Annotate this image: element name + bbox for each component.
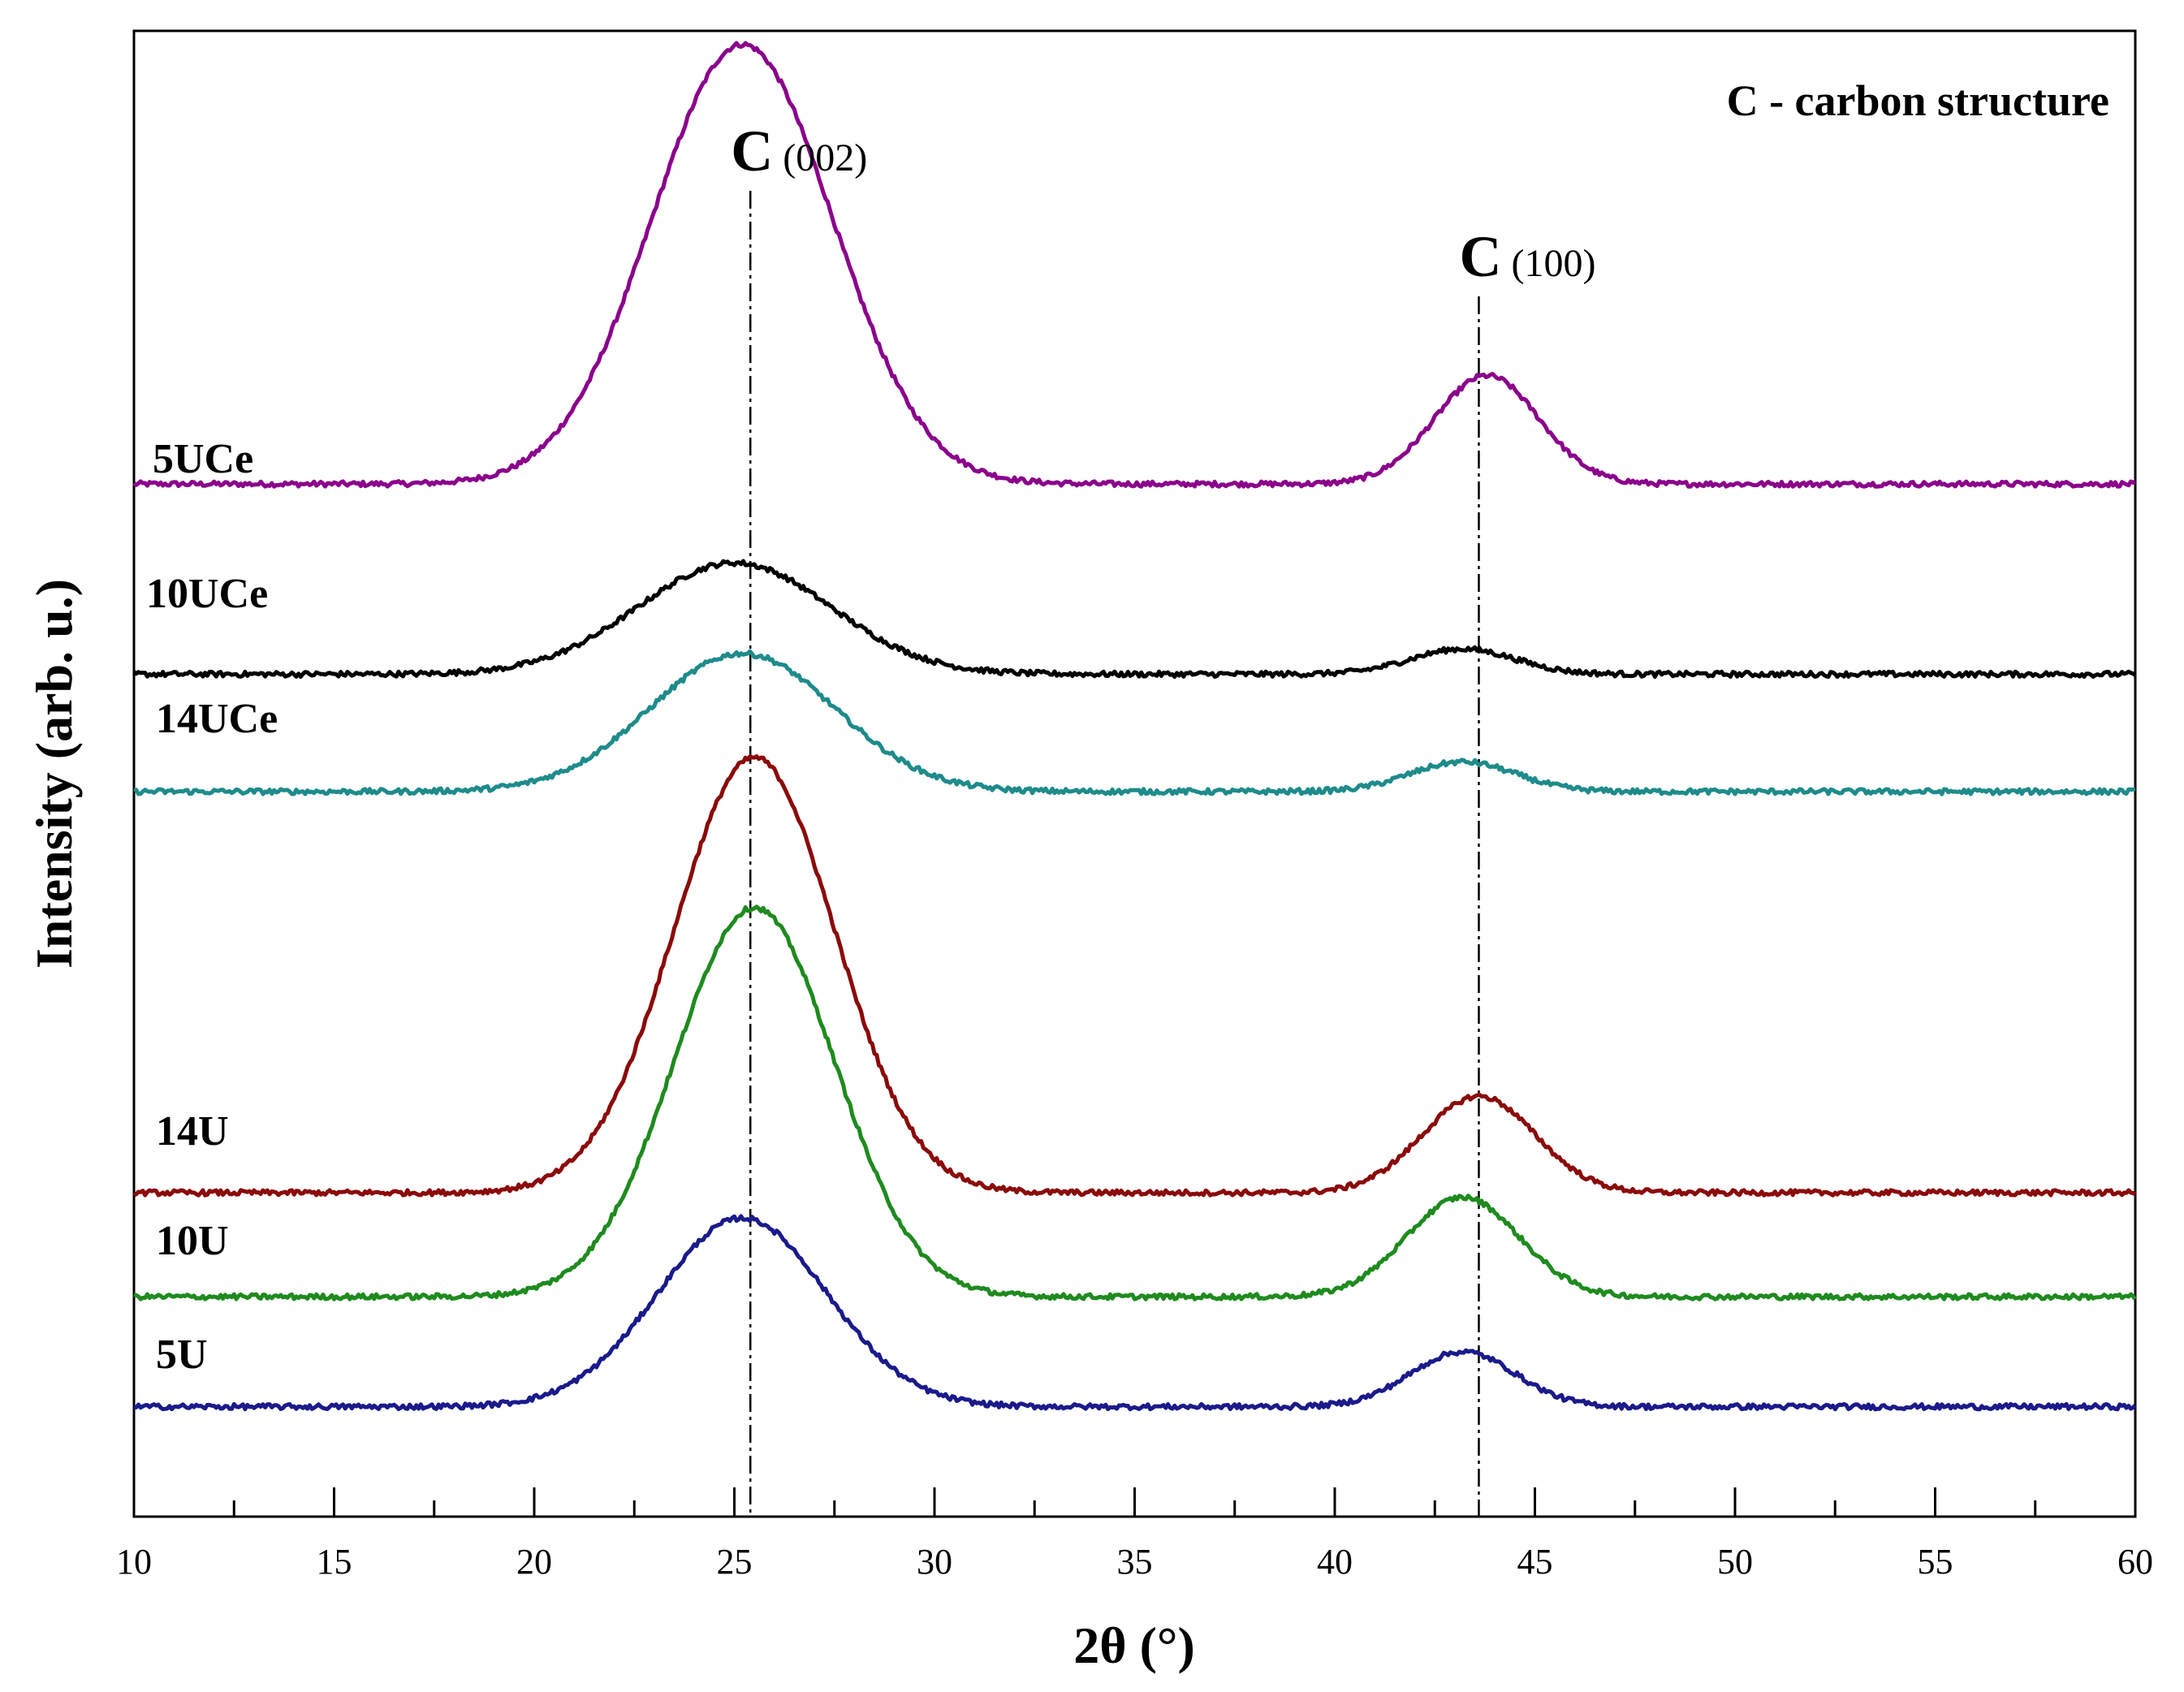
series-labels: 5UCe 10UCe 14UCe 14U 10U 5U bbox=[146, 436, 278, 1378]
x-tick-label: 40 bbox=[1317, 1542, 1353, 1582]
series-label-10U: 10U bbox=[156, 1218, 229, 1264]
x-tick-label: 20 bbox=[516, 1542, 552, 1582]
x-axis-title: 2θ (°) bbox=[1073, 1616, 1195, 1674]
x-tick-label: 10 bbox=[116, 1542, 152, 1582]
x-axis-ticks bbox=[132, 1487, 2137, 1517]
series-label-14U: 14U bbox=[156, 1108, 229, 1155]
reference-labels: C (002) C (100) bbox=[731, 119, 1595, 289]
series-line-10UCe bbox=[132, 559, 2137, 680]
series-line-14U bbox=[132, 754, 2137, 1198]
x-tick-label: 35 bbox=[1117, 1542, 1153, 1582]
series-line-5U bbox=[133, 1214, 2137, 1412]
x-tick-label: 25 bbox=[717, 1542, 753, 1582]
x-tick-label: 50 bbox=[1717, 1542, 1753, 1582]
series-lines bbox=[132, 41, 2137, 1412]
reference-label-2: C (100) bbox=[1459, 224, 1595, 289]
series-line-14UCe bbox=[133, 649, 2136, 796]
x-axis-tick-labels: 10 15 20 25 30 35 40 45 50 55 60 bbox=[116, 1542, 2153, 1582]
series-label-5UCe: 5UCe bbox=[153, 436, 253, 482]
reference-label-1: C (002) bbox=[731, 119, 867, 183]
series-label-10UCe: 10UCe bbox=[146, 571, 268, 617]
series-line-10U bbox=[133, 904, 2137, 1301]
x-tick-label: 30 bbox=[917, 1542, 952, 1582]
series-line-5UCe bbox=[132, 41, 2137, 489]
x-tick-label: 15 bbox=[317, 1542, 352, 1582]
y-axis-title: Intensity (arb. u.) bbox=[25, 579, 83, 969]
x-tick-label: 60 bbox=[2117, 1542, 2153, 1582]
series-label-5U: 5U bbox=[156, 1332, 208, 1378]
reference-lines bbox=[749, 191, 1480, 1517]
plot-frame bbox=[132, 29, 2137, 1518]
x-tick-label: 45 bbox=[1517, 1542, 1553, 1582]
annotation-carbon-structure: C - carbon structure bbox=[1727, 76, 2109, 125]
x-tick-label: 55 bbox=[1918, 1542, 1953, 1582]
series-label-14UCe: 14UCe bbox=[156, 696, 278, 742]
